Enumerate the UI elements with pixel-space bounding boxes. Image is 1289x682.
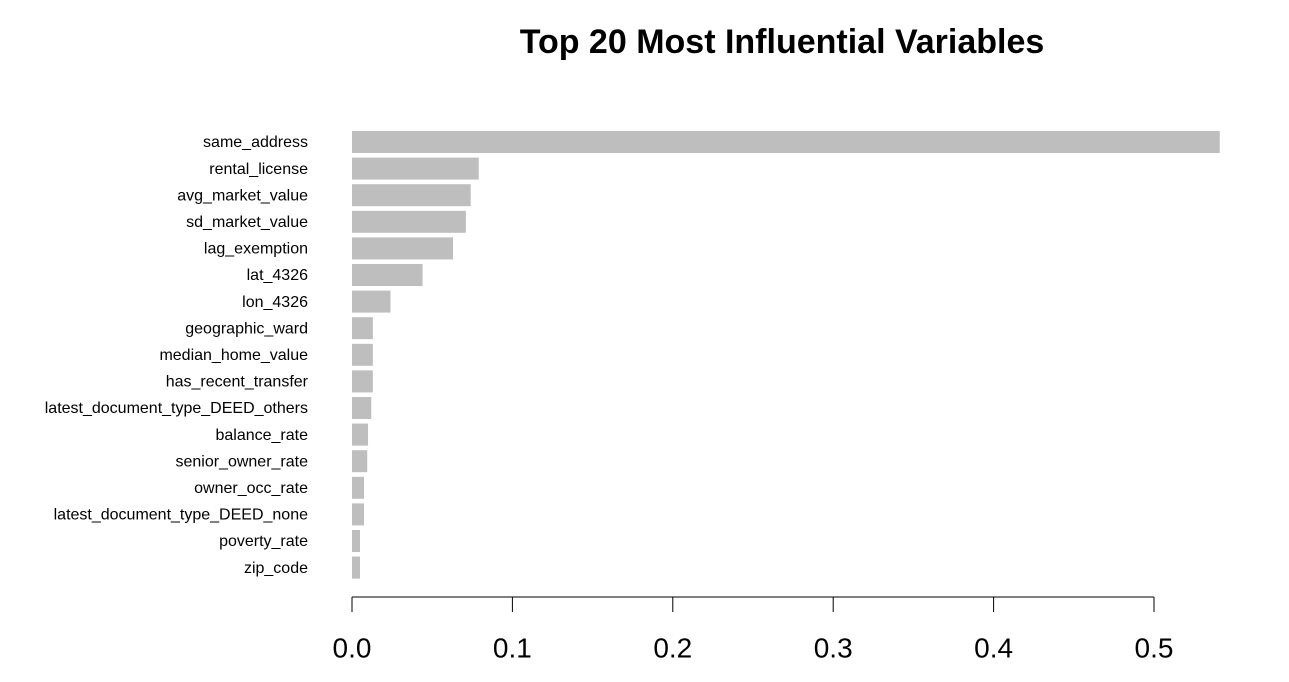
bar (352, 530, 361, 552)
bar (352, 397, 372, 419)
y-tick-label: has_recent_transfer (166, 374, 309, 391)
chart-title: Top 20 Most Influential Variables (520, 23, 1045, 61)
x-tick-label: 0.4 (974, 632, 1013, 663)
bar (352, 210, 466, 233)
y-tick-label: avg_market_value (177, 187, 308, 204)
y-tick-label: rental_license (209, 161, 308, 178)
y-tick-label: geographic_ward (185, 320, 308, 337)
bar (352, 370, 373, 393)
y-tick-label: zip_code (244, 560, 308, 577)
y-tick-label: senior_owner_rate (175, 453, 308, 470)
bar (352, 476, 365, 499)
bar (352, 556, 361, 579)
bar (352, 450, 368, 473)
y-tick-label: balance_rate (215, 427, 308, 444)
bar (352, 343, 373, 366)
bar (352, 317, 373, 340)
y-tick-label: owner_occ_rate (194, 480, 308, 497)
bar (352, 131, 1220, 153)
bar (352, 157, 479, 180)
bar (352, 237, 454, 260)
y-tick-label: lon_4326 (242, 294, 308, 311)
bar (352, 503, 365, 526)
bar (352, 264, 423, 286)
y-tick-label: lag_exemption (204, 241, 308, 258)
bar (352, 290, 391, 313)
x-tick-label: 0.5 (1135, 632, 1174, 663)
y-tick-label: lat_4326 (247, 267, 308, 284)
x-tick-label: 0.2 (653, 632, 692, 663)
x-tick-label: 0.3 (814, 632, 853, 663)
x-tick-label: 0.0 (333, 632, 372, 663)
y-tick-label: latest_document_type_DEED_others (45, 400, 308, 417)
y-tick-label: poverty_rate (219, 533, 308, 550)
y-tick-label: latest_document_type_DEED_none (54, 507, 308, 524)
y-tick-label: sd_market_value (186, 214, 308, 231)
bar (352, 423, 369, 446)
bar (352, 184, 471, 207)
x-tick-label: 0.1 (493, 632, 532, 663)
y-tick-label: same_address (203, 134, 308, 151)
y-tick-label: median_home_value (159, 347, 308, 364)
